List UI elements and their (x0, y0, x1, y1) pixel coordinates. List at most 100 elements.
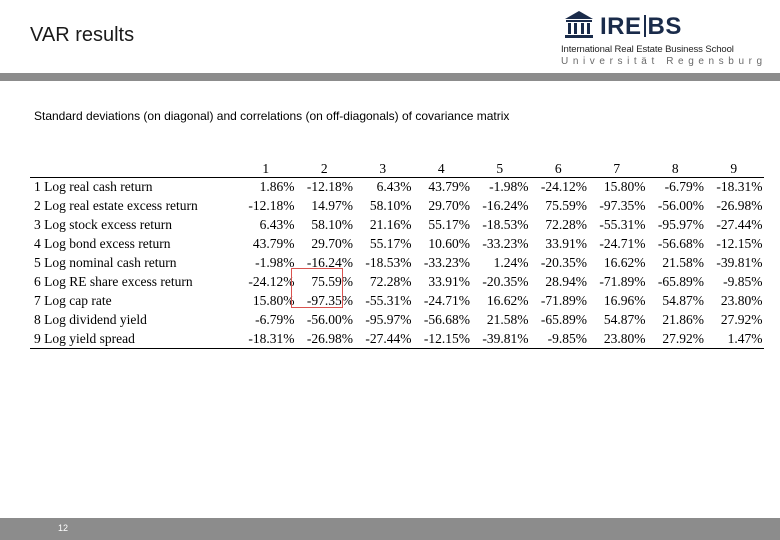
row-label: 1 Log real cash return (34, 179, 153, 195)
row-label: 5 Log nominal cash return (34, 255, 177, 270)
matrix-cell: 75.59% (545, 198, 587, 214)
matrix-cell: -95.97% (657, 217, 704, 233)
matrix-cell: -55.31% (599, 217, 646, 233)
matrix-cell: -27.44% (716, 217, 763, 233)
matrix-cell: 16.62% (603, 255, 646, 270)
matrix-cell: -65.89% (657, 273, 704, 289)
matrix-cell: 27.92% (720, 311, 763, 327)
logo-school-name: International Real Estate Business Schoo… (561, 44, 734, 55)
logo-wordmark-left: IRE (600, 13, 642, 40)
table-body: 1 Log real cash return 1.86% -12.18% 6.43% 4… (30, 178, 764, 349)
row-label: 8 Log dividend yield (34, 311, 147, 327)
table-row: 7 Log cap rate 15.80% -97.35% -55.31% -24.71… (30, 291, 764, 310)
table-row: 6 Log RE share excess return -24.12% 75.59… (30, 272, 764, 291)
matrix-cell: -97.35% (306, 292, 353, 308)
matrix-cell: 1.47% (727, 330, 763, 346)
matrix-cell: -18.53% (365, 255, 412, 270)
column-header: 7 (613, 160, 621, 176)
matrix-cell: 33.91% (428, 273, 470, 289)
matrix-cell: -24.71% (423, 292, 470, 308)
matrix-cell: -18.53% (482, 217, 529, 233)
row-label: 4 Log bond excess return (34, 236, 171, 252)
logo-university-name: Universität Regensburg (561, 56, 767, 67)
matrix-cell: -71.89% (599, 273, 646, 289)
table-row: 3 Log stock excess return 6.43% 58.10% 21.1… (30, 216, 764, 235)
matrix-cell: 21.58% (662, 255, 704, 270)
logo-wordmark-right: BS (647, 13, 682, 40)
matrix-cell: 55.17% (369, 236, 412, 252)
matrix-cell: 33.91% (545, 236, 587, 252)
matrix-cell: 29.70% (428, 198, 470, 214)
matrix-cell: -1.98% (255, 255, 295, 270)
table-row: 1 Log real cash return 1.86% -12.18% 6.43% 4… (30, 178, 764, 197)
matrix-cell: -65.89% (540, 311, 587, 327)
matrix-cell: 54.87% (603, 311, 646, 327)
matrix-cell: -12.15% (423, 330, 470, 346)
matrix-cell: 6.43% (259, 217, 295, 233)
matrix-cell: -24.12% (540, 179, 587, 195)
logo-divider (643, 15, 646, 37)
matrix-cell: -16.24% (306, 255, 353, 270)
matrix-cell: 58.10% (369, 198, 412, 214)
row-label: 7 Log cap rate (34, 292, 112, 308)
matrix-cell: -56.00% (306, 311, 353, 327)
irebs-logo: IRE BS International Real Estate Business… (560, 8, 762, 72)
logo-wordmark: IRE BS (600, 13, 682, 41)
matrix-cell: 6.43% (376, 179, 412, 195)
column-header: 6 (554, 160, 562, 176)
row-label: 3 Log stock excess return (34, 217, 172, 233)
matrix-cell: -33.23% (423, 255, 470, 270)
matrix-cell: 72.28% (545, 217, 587, 233)
matrix-cell: -12.15% (716, 236, 763, 252)
matrix-cell: -71.89% (540, 292, 587, 308)
matrix-cell: 21.16% (369, 217, 412, 233)
column-header: 4 (437, 160, 445, 176)
matrix-cell: -27.44% (365, 330, 412, 346)
matrix-cell: -16.24% (482, 198, 529, 214)
table-row: 2 Log real estate excess return -12.18% 14… (30, 197, 764, 216)
matrix-cell: 14.97% (311, 198, 353, 214)
matrix-cell: -24.12% (248, 273, 295, 289)
building-icon (565, 11, 593, 38)
matrix-cell: -1.98% (489, 179, 529, 195)
matrix-cell: -9.85% (723, 273, 763, 289)
highlight-box (291, 268, 343, 308)
matrix-cell: -26.98% (306, 330, 353, 346)
matrix-cell: 27.92% (662, 330, 704, 346)
table-row: 8 Log dividend yield -6.79% -56.00% -95.97%… (30, 310, 764, 329)
matrix-cell: 43.79% (252, 236, 295, 252)
matrix-cell: -26.98% (716, 198, 763, 214)
header-rule (0, 73, 780, 81)
matrix-cell: -24.71% (599, 236, 646, 252)
matrix-cell: 10.60% (428, 236, 470, 252)
column-header: 8 (671, 160, 679, 176)
row-label: 6 Log RE share excess return (34, 273, 193, 289)
matrix-cell: -20.35% (540, 255, 587, 270)
matrix-cell: -97.35% (599, 198, 646, 214)
column-header: 3 (379, 160, 387, 176)
matrix-cell: 16.62% (486, 292, 529, 308)
matrix-cell: 43.79% (428, 179, 470, 195)
matrix-cell: 15.80% (252, 292, 295, 308)
table-header-row: 1 2 3 4 5 6 7 8 9 (30, 160, 764, 178)
matrix-cell: 21.86% (662, 311, 704, 327)
matrix-cell: -18.31% (248, 330, 295, 346)
table-caption: Standard deviations (on diagonal) and co… (34, 109, 510, 123)
footer-bar: 12 (0, 518, 780, 540)
matrix-cell: -33.23% (482, 236, 529, 252)
matrix-cell: -18.31% (716, 179, 763, 195)
page-number: 12 (58, 523, 69, 533)
matrix-cell: 28.94% (545, 273, 587, 289)
column-header: 9 (730, 160, 738, 176)
matrix-cell: -12.18% (248, 198, 295, 214)
matrix-cell: -6.79% (664, 179, 704, 195)
column-header: 2 (320, 160, 328, 176)
matrix-cell: 54.87% (662, 292, 704, 308)
matrix-cell: 55.17% (428, 217, 470, 233)
matrix-cell: -56.00% (657, 198, 704, 214)
row-label: 9 Log yield spread (34, 330, 135, 346)
row-label: 2 Log real estate excess return (34, 198, 198, 214)
table-row: 4 Log bond excess return 43.79% 29.70% 55.1… (30, 235, 764, 254)
matrix-cell: -39.81% (482, 330, 529, 346)
matrix-cell: -9.85% (547, 330, 587, 346)
